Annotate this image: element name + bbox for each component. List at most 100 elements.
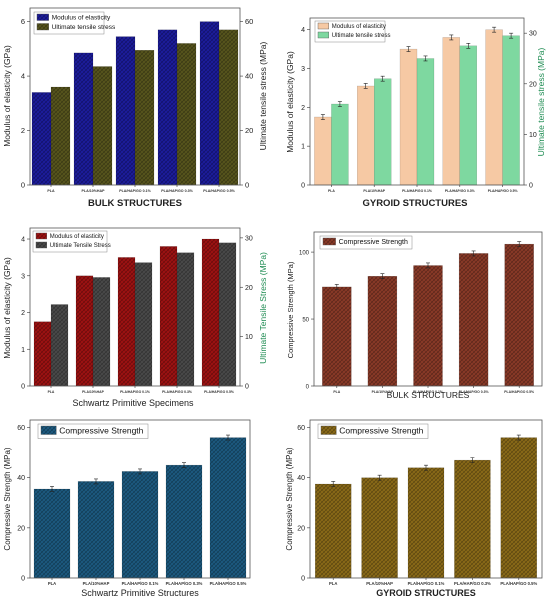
y-axis-right-title: Ultimate Tensile Stress (MPa) (258, 252, 268, 364)
error-bar (94, 478, 98, 485)
bar-modulus-of-elasticity-pla (314, 116, 332, 186)
chart-gyroid-tensile-svg: PLA PLA/10%HAP PLA/HAP/GO 0.1% PLA/HAP/GO 0… (285, 17, 546, 209)
y-tick-label: 4 (21, 72, 25, 81)
legend-box (37, 423, 149, 439)
y-axis-title: Compressive Strength (MPa) (285, 447, 294, 550)
y-axis-title: Modulus of elasticity (GPa) (285, 51, 295, 153)
error-bar (50, 486, 54, 492)
y-right-tick-label: 0 (245, 181, 249, 190)
bar-ultimate-tensile-stress-pla-hap-go-0-3 (176, 252, 195, 387)
x-tick-label: PLA/HAP/GO 0.5% (203, 189, 235, 193)
y-right-tick-label: 30 (529, 31, 537, 38)
bar-compressive-strength-pla-hap-go-0-3 (458, 253, 489, 387)
x-tick-label: PLA/HAP/GO 0.5% (210, 581, 247, 586)
y-axis-title: Modulus of elasticity (GPa) (2, 45, 12, 147)
bar-ultimate-tensile-stress-pla (50, 86, 71, 186)
x-tick-label: PLA/HAP/GO 0.1% (413, 390, 443, 394)
y-tick-label: 60 (17, 425, 25, 432)
chart-gyroid-tensile: PLA PLA/10%HAP PLA/HAP/GO 0.1% PLA/HAP/GO 0… (282, 2, 550, 212)
bar-compressive-strength-pla-hap-go-0-5 (209, 437, 247, 579)
x-axis-title: BULK STRUCTURES (88, 198, 182, 209)
bar-modulus-of-elasticity-pla-hap-go-0-5 (201, 238, 220, 387)
legend-label: Modulus of elasticity (332, 24, 386, 30)
error-bar (406, 46, 411, 52)
bar-compressive-strength-pla-hap-go-0-1 (407, 467, 445, 579)
y-axis-right-title: Ultimate tensile stress (MPa) (536, 48, 546, 157)
y-right-tick-label: 20 (245, 285, 253, 292)
x-axis-title: Schwartz Primitive Specimens (72, 398, 194, 408)
y-tick-label: 0 (306, 385, 310, 391)
y-tick-label: 0 (21, 576, 25, 583)
bar-compressive-strength-pla-hap-go-0-3 (454, 459, 491, 579)
x-tick-label: PLA/HAP/GO 0.5% (204, 390, 234, 394)
chart-schwartz-compressive: PLA PLA/10%HAP PLA/HAP/GO 0.1% PLA/HAP/GO 0… (0, 414, 275, 602)
bar-ultimate-tensile-stress-pla-10-hap (92, 277, 111, 387)
x-tick-label: PLA/10%HAP (372, 390, 394, 394)
y-right-tick-label: 0 (245, 384, 249, 391)
chart-bulk-tensile-svg: PLA PLA/10%HAP PLA/HAP/GO 0.1% PLA/HAP/GO 0… (2, 7, 268, 209)
y-right-tick-label: 0 (529, 183, 533, 190)
error-bar (182, 462, 186, 468)
y-tick-label: 0 (301, 183, 305, 190)
x-tick-label: PLA/HAP/GO 0.1% (402, 189, 432, 193)
error-bar (363, 83, 368, 89)
error-bar (380, 273, 385, 279)
x-tick-label: PLA (329, 581, 337, 586)
y-tick-label: 4 (21, 237, 25, 244)
x-axis-title: BULK STRUCTURES (387, 390, 470, 400)
y-tick-label: 3 (301, 66, 305, 73)
bar-compressive-strength-pla (33, 488, 71, 579)
y-right-tick-label: 60 (245, 17, 253, 26)
y-tick-label: 40 (297, 475, 305, 482)
y-tick-label: 3 (21, 273, 25, 280)
error-bar (470, 457, 475, 463)
bar-modulus-of-elasticity-pla-hap-go-0-3 (157, 29, 178, 186)
legend-label: Ultimate Tensile Stress (50, 243, 111, 249)
error-bar (331, 481, 336, 487)
x-tick-label: PLA/HAP/GO 0.3% (454, 581, 491, 586)
error-bar (424, 464, 428, 471)
x-tick-label: PLA/HAP/GO 0.5% (488, 189, 518, 193)
x-tick-label: PLA/HAP/GO 0.3% (161, 189, 193, 193)
x-tick-label: PLA (333, 390, 340, 394)
bar-compressive-strength-pla-hap-go-0-5 (500, 437, 538, 579)
bar-modulus-of-elasticity-pla-hap-go-0-5 (199, 21, 220, 186)
y-axis-title: Compressive Strength (MPa) (286, 261, 295, 358)
bar-modulus-of-elasticity-pla-hap-go-0-5 (485, 29, 503, 186)
bar-compressive-strength-pla-10-hap (367, 276, 398, 387)
error-bar (449, 34, 454, 41)
chart-schwartz-tensile-svg: PLA PLA/10%HAP PLA/HAP/GO 0.1% PLA/HAP/GO 0… (2, 227, 268, 408)
error-bar (226, 434, 230, 441)
legend-box (317, 423, 429, 439)
legend-swatch (322, 237, 336, 246)
bar-ultimate-tensile-stress-pla (50, 304, 69, 387)
legend-label: Compressive Strength (59, 426, 143, 436)
x-tick-label: PLA/HAP/GO 0.3% (459, 390, 489, 394)
x-axis-title: GYROID STRUCTURES (362, 198, 467, 209)
x-tick-label: PLA/HAP/GO 0.3% (166, 581, 203, 586)
error-bar (334, 284, 339, 290)
legend-label: Ultimate tensile stress (52, 24, 116, 31)
bar-ultimate-tensile-stress-pla-hap-go-0-5 (502, 35, 520, 186)
x-tick-label: PLA/HAP/GO 0.1% (122, 581, 159, 586)
chart-bulk-compressive: PLA PLA/10%HAP PLA/HAP/GO 0.1% PLA/HAP/GO 0… (284, 226, 546, 406)
bar-compressive-strength-pla-hap-go-0-3 (165, 464, 203, 579)
y-right-tick-label: 20 (529, 81, 537, 88)
x-tick-label: PLA/10%HAP (366, 581, 393, 586)
bar-modulus-of-elasticity-pla-hap-go-0-1 (399, 48, 418, 186)
bar-ultimate-tensile-stress-pla-10-hap (92, 66, 113, 186)
x-tick-label: PLA/HAP/GO 0.1% (408, 581, 445, 586)
chart-schwartz-compressive-svg: PLA PLA/10%HAP PLA/HAP/GO 0.1% PLA/HAP/GO 0… (3, 419, 251, 598)
bar-ultimate-tensile-stress-pla-hap-go-0-1 (416, 58, 435, 186)
error-bar (423, 55, 428, 62)
bar-ultimate-tensile-stress-pla (331, 103, 349, 186)
error-bar (426, 262, 430, 269)
bar-compressive-strength-pla-10-hap (77, 481, 115, 579)
y-tick-label: 2 (21, 126, 25, 135)
bar-compressive-strength-pla-10-hap (361, 477, 398, 579)
legend-box (33, 11, 105, 35)
legend-swatch (36, 13, 49, 21)
legend-label: Compressive Strength (339, 426, 423, 436)
error-bar (492, 26, 497, 33)
y-tick-label: 1 (21, 347, 25, 354)
